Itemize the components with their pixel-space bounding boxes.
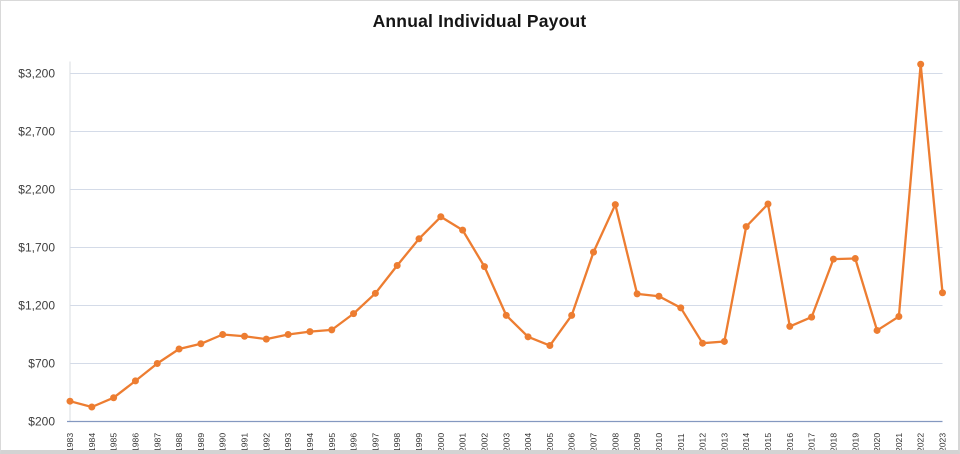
x-axis-tick-label: 1989: [196, 433, 206, 452]
data-point-2005: [546, 342, 554, 350]
data-point-1996: [350, 310, 358, 318]
x-axis-tick-label: 2020: [872, 433, 882, 452]
x-axis-tick-label: 1988: [174, 433, 184, 452]
y-axis-tick-label: $2,700: [18, 125, 55, 139]
x-axis-tick-label: 2019: [850, 433, 860, 452]
x-axis-tick-label: 2004: [523, 433, 533, 452]
x-axis-tick-label: 2012: [698, 433, 708, 452]
x-axis-tick-label: 2010: [654, 433, 664, 452]
y-axis-tick-label: $200: [28, 415, 55, 429]
data-point-2011: [677, 304, 685, 312]
data-point-2022: [917, 60, 925, 68]
x-axis-tick-label: 2007: [589, 433, 599, 452]
data-point-2017: [808, 313, 816, 321]
x-axis-tick-label: 2016: [785, 433, 795, 452]
y-axis-tick-label: $700: [28, 357, 55, 371]
data-point-2010: [655, 292, 663, 300]
data-point-2018: [829, 255, 837, 263]
x-axis-tick-label: 2001: [458, 433, 468, 452]
y-axis-tick-label: $1,700: [18, 241, 55, 255]
data-point-1989: [197, 340, 205, 348]
x-axis-tick-label: 1994: [305, 433, 315, 452]
y-axis-tick-label: $2,200: [18, 183, 55, 197]
data-point-1990: [219, 331, 227, 338]
y-axis-tick-label: $3,200: [18, 67, 55, 81]
x-axis-tick-label: 2017: [807, 433, 817, 452]
data-point-2013: [720, 337, 728, 345]
x-axis-tick-label: 2003: [501, 433, 511, 452]
x-axis-tick-label: 2000: [436, 433, 446, 452]
data-point-2002: [480, 263, 488, 271]
data-point-2009: [633, 290, 641, 298]
x-axis-tick-label: 2011: [676, 433, 686, 452]
x-axis-tick-label: 1987: [152, 433, 162, 452]
data-point-1998: [393, 261, 401, 269]
data-point-2023: [939, 289, 946, 297]
data-point-1997: [371, 289, 379, 297]
data-point-2014: [742, 223, 750, 231]
x-axis-tick-label: 2021: [894, 433, 904, 452]
x-axis-tick-label: 2015: [763, 433, 773, 452]
x-axis-tick-label: 2014: [741, 433, 751, 452]
x-axis-tick-label: 2013: [719, 433, 729, 452]
x-axis-tick-label: 2008: [610, 433, 620, 452]
data-point-1983: [66, 397, 74, 405]
data-point-2003: [502, 311, 510, 319]
x-axis-tick-label: 1996: [349, 433, 359, 452]
data-point-1993: [284, 331, 292, 338]
data-point-1995: [328, 326, 336, 334]
data-point-1987: [153, 360, 161, 367]
x-axis-tick-label: 1995: [327, 433, 337, 452]
x-axis-tick-label: 1998: [392, 433, 402, 452]
x-axis-tick-label: 2022: [916, 433, 926, 452]
x-axis-tick-label: 2009: [632, 433, 642, 452]
data-point-2008: [611, 201, 619, 209]
x-axis-tick-label: 1997: [370, 433, 380, 452]
x-axis-tick-label: 1984: [87, 433, 97, 452]
x-axis-tick-label: 2018: [828, 433, 838, 452]
x-axis-tick-label: 1993: [283, 433, 293, 452]
x-axis-tick-label: 1986: [130, 433, 140, 452]
x-axis-tick-label: 1983: [65, 433, 75, 452]
y-axis-tick-label: $1,200: [18, 299, 55, 313]
data-point-2019: [851, 255, 859, 263]
data-point-1999: [415, 235, 423, 243]
x-axis-tick-label: 2006: [567, 433, 577, 452]
data-point-1986: [131, 377, 139, 385]
data-point-2004: [524, 333, 532, 341]
data-point-1991: [241, 332, 248, 340]
data-point-1988: [175, 345, 183, 353]
data-point-1984: [88, 403, 96, 411]
x-axis-tick-label: 1985: [109, 433, 119, 452]
x-axis-tick-label: 1992: [261, 433, 271, 452]
data-point-1992: [262, 335, 270, 343]
data-point-1994: [306, 328, 314, 336]
data-point-2001: [459, 226, 467, 234]
x-axis-tick-label: 1999: [414, 433, 424, 452]
chart-title: Annual Individual Payout: [372, 11, 587, 31]
data-point-2012: [699, 339, 707, 347]
x-axis-tick-label: 2023: [938, 433, 948, 452]
x-axis-tick-label: 2005: [545, 433, 555, 452]
data-point-2000: [437, 213, 445, 221]
x-axis-tick-label: 1990: [218, 433, 228, 452]
x-axis-tick-label: 2002: [479, 433, 489, 452]
data-point-2020: [873, 326, 881, 334]
data-point-2021: [895, 313, 903, 321]
data-point-2016: [786, 322, 794, 330]
data-point-2006: [568, 311, 576, 319]
data-point-2015: [764, 200, 772, 208]
data-line: [68, 63, 944, 409]
x-axis-tick-label: 1991: [240, 433, 250, 452]
data-point-2007: [590, 248, 597, 256]
data-point-1985: [110, 394, 118, 402]
